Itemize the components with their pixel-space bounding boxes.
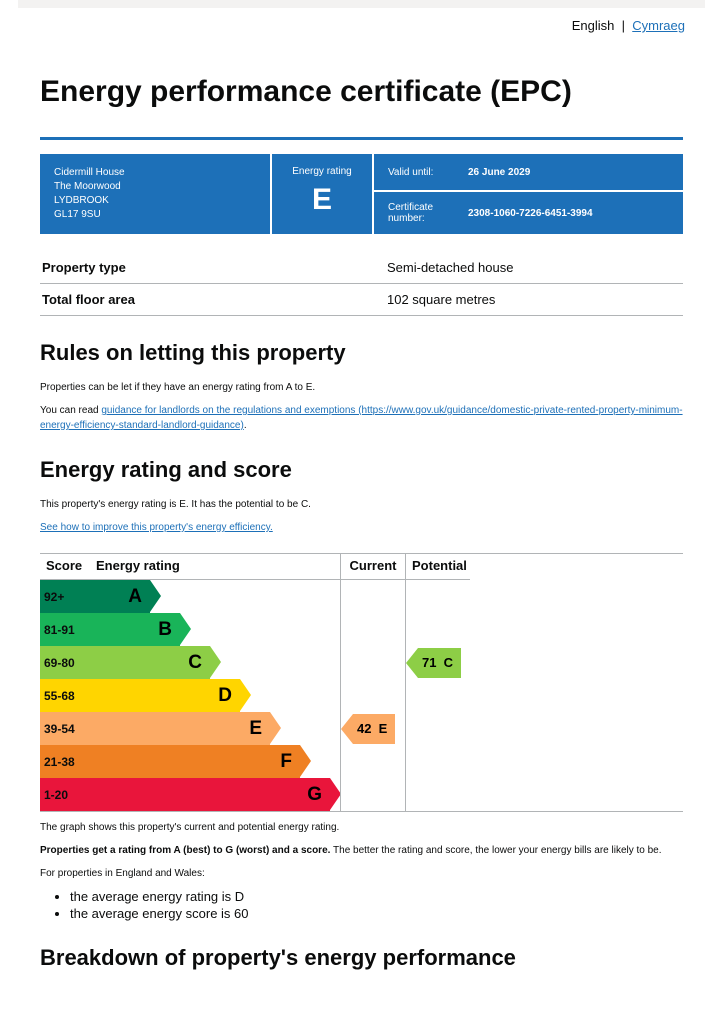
valid-row: Valid until: 26 June 2029 [374,154,683,190]
address-line2: The Moorwood [54,180,256,194]
cert-value: 2308-1060-7226-6451-3994 [468,208,593,219]
head-rating: Energy rating [96,558,180,575]
prop-label: Property type [40,252,385,284]
cert-row: Certificate number: 2308-1060-7226-6451-… [374,192,683,234]
band-score: 1-20 [40,778,90,811]
breakdown-heading: Breakdown of property's energy performan… [40,945,683,971]
band-bar: B [90,613,180,646]
list-item: the average energy score is 60 [70,906,683,921]
tag-arrow-tip [341,714,353,744]
details-box: Valid until: 26 June 2029 Certificate nu… [374,154,683,234]
head-potential: Potential [406,554,470,580]
list-item: the average energy rating is D [70,889,683,904]
page-title: Energy performance certificate (EPC) [40,75,683,109]
language-switcher: English | Cymraeg [0,8,723,33]
header-summary-boxes: Cidermill House The Moorwood LYDBROOK GL… [40,154,683,234]
band-arrow-tip [210,646,221,678]
top-grey-bar [18,0,705,8]
band-bar: G [90,778,330,811]
band-row-g: 1-20G [40,778,340,811]
chart-head-score-rating: Score Energy rating [40,554,340,580]
rules-heading: Rules on letting this property [40,340,683,366]
address-line1: Cidermill House [54,166,256,180]
prop-label: Total floor area [40,284,385,316]
table-row: Property type Semi-detached house [40,252,683,284]
valid-value: 26 June 2029 [468,167,530,178]
rating-desc: Properties get a rating from A (best) to… [40,843,683,858]
band-arrow-tip [270,712,281,744]
page-container: Energy performance certificate (EPC) Cid… [0,33,723,1015]
head-current: Current [341,554,405,580]
band-row-c: 69-80C [40,646,340,679]
chart-bands-column: Score Energy rating 92+A81-91B69-80C55-6… [40,554,340,811]
address-postcode: GL17 9SU [54,208,256,222]
rating-value: E [286,183,358,217]
graph-note: The graph shows this property's current … [40,820,683,835]
band-bar: E [90,712,270,745]
band-row-a: 92+A [40,580,340,613]
band-row-b: 81-91B [40,613,340,646]
property-table: Property type Semi-detached house Total … [40,252,683,316]
band-score: 55-68 [40,679,90,712]
band-row-d: 55-68D [40,679,340,712]
improve-link-para: See how to improve this property's energ… [40,520,683,535]
lang-english: English [572,18,615,33]
address-line3: LYDBROOK [54,194,256,208]
current-body: 42 E [341,580,405,811]
cert-label: Certificate number: [388,202,468,224]
band-score: 69-80 [40,646,90,679]
band-arrow-tip [300,745,311,777]
current-tag: 42 E [353,714,395,744]
band-row-e: 39-54E [40,712,340,745]
rating-box: Energy rating E [272,154,372,234]
potential-tag: 71 C [418,648,461,678]
lang-cymraeg-link[interactable]: Cymraeg [632,18,685,33]
band-score: 39-54 [40,712,90,745]
band-bar: D [90,679,240,712]
rules-guidance: You can read guidance for landlords on t… [40,403,683,433]
band-bar: F [90,745,300,778]
chart-current-column: Current 42 E [340,554,405,811]
prop-value: Semi-detached house [385,252,683,284]
rating-label: Energy rating [286,166,358,177]
band-bar: A [90,580,150,613]
score-intro: This property's energy rating is E. It h… [40,497,683,512]
bands-body: 92+A81-91B69-80C55-68D39-54E21-38F1-20G [40,580,340,811]
head-score: Score [46,558,96,575]
score-heading: Energy rating and score [40,457,683,483]
rules-intro: Properties can be let if they have an en… [40,380,683,395]
title-rule [40,137,683,140]
rating-desc-bold: Properties get a rating from A (best) to… [40,845,330,856]
address-box: Cidermill House The Moorwood LYDBROOK GL… [40,154,270,234]
band-row-f: 21-38F [40,745,340,778]
rating-desc-rest: The better the rating and score, the low… [330,845,661,856]
band-arrow-tip [150,580,161,612]
avg-bullets: the average energy rating is D the avera… [70,889,683,921]
table-row: Total floor area 102 square metres [40,284,683,316]
prop-value: 102 square metres [385,284,683,316]
band-arrow-tip [240,679,251,711]
rules-suffix: . [244,420,247,431]
improve-link[interactable]: See how to improve this property's energ… [40,522,273,533]
avg-intro: For properties in England and Wales: [40,866,683,881]
band-score: 81-91 [40,613,90,646]
tag-arrow-tip [406,648,418,678]
band-bar: C [90,646,210,679]
rules-prefix: You can read [40,405,101,416]
chart-potential-column: Potential 71 C [405,554,470,811]
guidance-link[interactable]: guidance for landlords on the regulation… [40,405,683,431]
band-arrow-tip [180,613,191,645]
band-score: 92+ [40,580,90,613]
lang-separator: | [622,18,625,33]
potential-body: 71 C [406,580,470,811]
rating-chart: Score Energy rating 92+A81-91B69-80C55-6… [40,553,683,812]
band-score: 21-38 [40,745,90,778]
valid-label: Valid until: [388,167,468,178]
